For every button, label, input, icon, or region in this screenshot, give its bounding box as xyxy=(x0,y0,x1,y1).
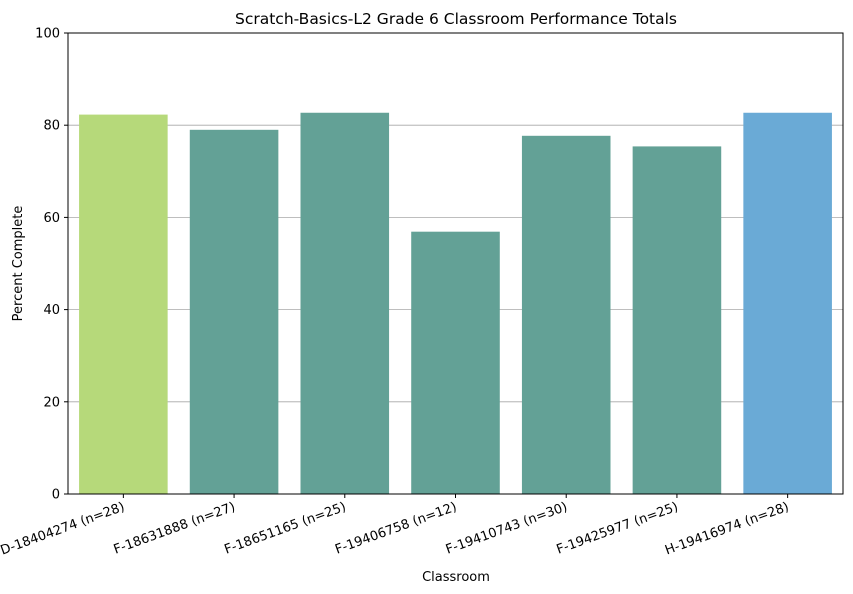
bar xyxy=(189,129,279,494)
y-axis-label: Percent Complete xyxy=(11,206,26,322)
y-tick-label: 40 xyxy=(43,303,60,318)
x-tick-label: D-18404274 (n=28) xyxy=(0,500,127,559)
bar xyxy=(300,112,390,495)
y-axis-ticks: 0 20 40 60 80 100 xyxy=(35,27,68,503)
y-tick-label: 80 xyxy=(43,119,60,134)
bars xyxy=(79,112,832,495)
bar xyxy=(79,114,168,495)
y-tick-label: 60 xyxy=(43,211,60,226)
y-tick-label: 100 xyxy=(35,27,60,42)
bar xyxy=(521,135,611,495)
x-tick-label: H-19416974 (n=28) xyxy=(663,500,791,559)
y-tick-label: 20 xyxy=(43,395,60,410)
bar xyxy=(632,146,722,494)
x-tick-label: F-18651165 (n=25) xyxy=(222,500,348,558)
x-tick-label: F-18631888 (n=27) xyxy=(112,500,238,558)
chart-title: Scratch-Basics-L2 Grade 6 Classroom Perf… xyxy=(235,10,677,28)
x-tick-label: F-19425977 (n=25) xyxy=(555,500,681,558)
bar xyxy=(411,231,500,495)
x-tick-label: F-19410743 (n=30) xyxy=(444,500,570,558)
x-tick-label: F-19406758 (n=12) xyxy=(333,500,459,558)
x-axis-label: Classroom xyxy=(422,570,490,585)
bar xyxy=(743,112,832,495)
y-tick-label: 0 xyxy=(52,488,60,503)
x-axis-ticks: D-18404274 (n=28)F-18631888 (n=27)F-1865… xyxy=(0,494,791,559)
